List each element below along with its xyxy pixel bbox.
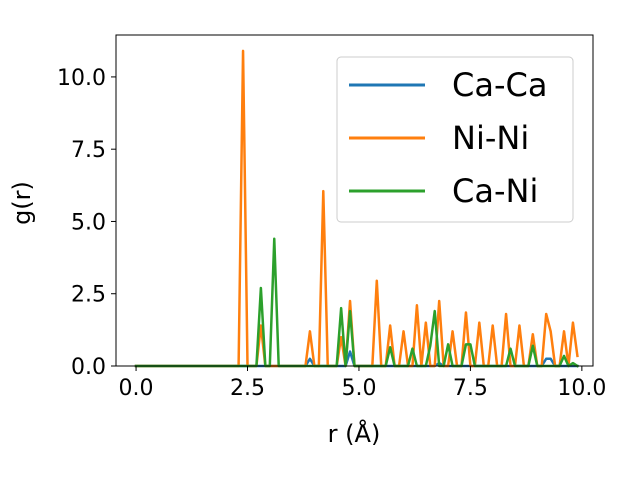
x-tick-label: 2.5 (230, 376, 265, 401)
y-tick-label: 5.0 (71, 210, 106, 235)
legend-entry-0: Ca-Ca (452, 66, 547, 104)
y-tick-label: 7.5 (71, 138, 106, 163)
y-axis: 0.0 2.5 5.0 7.5 10.0 (57, 66, 116, 380)
x-tick-label: 0.0 (119, 376, 154, 401)
legend-frame (336, 56, 574, 223)
plot-frame (115, 34, 594, 367)
legend-entry-2: Ca-Ni (452, 172, 538, 210)
legend: Ca-Ca Ni-Ni Ca-Ni (336, 56, 574, 223)
x-tick-label: 5.0 (341, 376, 376, 401)
y-tick-label: 10.0 (57, 66, 106, 91)
series-line-2 (134, 237, 580, 368)
y-tick-label: 0.0 (71, 355, 106, 380)
x-axis: 0.0 2.5 5.0 7.5 10.0 (119, 366, 606, 401)
x-axis-label: r (Å) (328, 419, 381, 448)
x-tick-label: 10.0 (557, 376, 606, 401)
y-axis-label: g(r) (8, 181, 36, 225)
y-tick-label: 2.5 (71, 283, 106, 308)
x-tick-label: 7.5 (453, 376, 488, 401)
legend-entry-1: Ni-Ni (452, 119, 529, 157)
